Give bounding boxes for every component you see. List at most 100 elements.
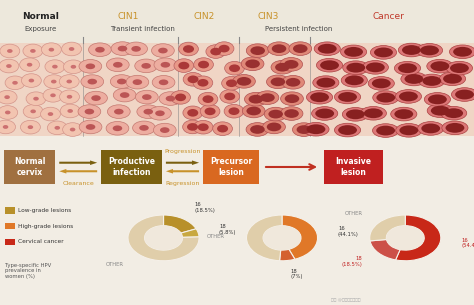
Ellipse shape xyxy=(7,49,13,53)
Ellipse shape xyxy=(245,92,267,106)
Ellipse shape xyxy=(242,104,265,118)
Ellipse shape xyxy=(442,121,468,135)
Ellipse shape xyxy=(111,42,134,56)
Text: Regression: Regression xyxy=(165,181,200,186)
Ellipse shape xyxy=(26,92,46,106)
Ellipse shape xyxy=(107,58,129,72)
Ellipse shape xyxy=(399,92,418,101)
Ellipse shape xyxy=(60,90,80,104)
Ellipse shape xyxy=(144,109,153,115)
Text: OTHER: OTHER xyxy=(106,262,124,267)
Ellipse shape xyxy=(4,95,10,99)
Text: Normal: Normal xyxy=(22,12,59,21)
Ellipse shape xyxy=(455,90,474,99)
Wedge shape xyxy=(282,215,318,259)
Bar xyxy=(5,207,15,214)
Ellipse shape xyxy=(342,107,368,121)
Text: High-grade lesions: High-grade lesions xyxy=(18,224,73,228)
Ellipse shape xyxy=(70,127,75,131)
Ellipse shape xyxy=(3,125,9,129)
Text: Precursor
lesion: Precursor lesion xyxy=(210,157,252,177)
Ellipse shape xyxy=(297,125,311,134)
Ellipse shape xyxy=(346,63,365,73)
Ellipse shape xyxy=(23,105,43,118)
Ellipse shape xyxy=(318,44,337,54)
Ellipse shape xyxy=(193,76,213,90)
Ellipse shape xyxy=(233,74,255,88)
Ellipse shape xyxy=(5,110,10,114)
Wedge shape xyxy=(370,215,405,241)
Ellipse shape xyxy=(250,46,265,55)
Polygon shape xyxy=(166,160,199,165)
Ellipse shape xyxy=(106,121,129,135)
Ellipse shape xyxy=(398,63,417,73)
Ellipse shape xyxy=(47,121,67,135)
Ellipse shape xyxy=(179,42,199,56)
Ellipse shape xyxy=(402,45,421,55)
Ellipse shape xyxy=(155,110,165,116)
Text: 18
(5.8%): 18 (5.8%) xyxy=(219,224,237,235)
Ellipse shape xyxy=(175,94,186,101)
Ellipse shape xyxy=(368,77,394,90)
Ellipse shape xyxy=(91,95,101,101)
Ellipse shape xyxy=(419,74,445,88)
Ellipse shape xyxy=(289,42,312,56)
Ellipse shape xyxy=(427,59,453,73)
Ellipse shape xyxy=(395,90,421,103)
Ellipse shape xyxy=(260,93,275,102)
Ellipse shape xyxy=(86,124,95,130)
Ellipse shape xyxy=(154,123,176,137)
Text: Cervical cancer: Cervical cancer xyxy=(18,239,64,244)
Ellipse shape xyxy=(205,108,216,115)
Ellipse shape xyxy=(281,92,303,106)
Text: Cancer: Cancer xyxy=(373,12,405,21)
Ellipse shape xyxy=(5,76,25,90)
Bar xyxy=(0,0,474,43)
Ellipse shape xyxy=(0,44,20,58)
Ellipse shape xyxy=(198,92,218,106)
Ellipse shape xyxy=(88,79,97,84)
Ellipse shape xyxy=(89,43,111,56)
Ellipse shape xyxy=(135,59,157,73)
Ellipse shape xyxy=(443,74,462,84)
Ellipse shape xyxy=(30,109,36,113)
Ellipse shape xyxy=(206,45,226,58)
Ellipse shape xyxy=(117,79,127,84)
Ellipse shape xyxy=(63,123,82,136)
Ellipse shape xyxy=(428,95,447,104)
Ellipse shape xyxy=(268,110,283,118)
Ellipse shape xyxy=(165,96,175,101)
Ellipse shape xyxy=(268,42,291,56)
Ellipse shape xyxy=(275,63,290,72)
Text: 16
(44.1%): 16 (44.1%) xyxy=(338,226,359,237)
Text: 18
(7%): 18 (7%) xyxy=(291,269,303,279)
Ellipse shape xyxy=(335,90,361,104)
Circle shape xyxy=(145,226,182,250)
Wedge shape xyxy=(246,215,282,261)
Ellipse shape xyxy=(225,61,245,75)
Ellipse shape xyxy=(376,126,395,135)
Ellipse shape xyxy=(346,109,365,119)
Ellipse shape xyxy=(391,107,417,121)
Text: Low-grade lesions: Low-grade lesions xyxy=(18,208,71,213)
Ellipse shape xyxy=(183,106,202,120)
Ellipse shape xyxy=(200,105,220,118)
Ellipse shape xyxy=(64,60,83,74)
Ellipse shape xyxy=(446,123,465,133)
Text: Clearance: Clearance xyxy=(63,181,94,186)
Ellipse shape xyxy=(246,44,269,57)
Ellipse shape xyxy=(66,80,72,83)
Ellipse shape xyxy=(404,74,423,84)
Ellipse shape xyxy=(198,124,209,131)
Ellipse shape xyxy=(113,62,123,68)
Ellipse shape xyxy=(271,60,294,74)
Ellipse shape xyxy=(108,105,130,118)
Ellipse shape xyxy=(285,94,299,103)
Text: 16
(18.5%): 16 (18.5%) xyxy=(195,202,216,213)
Ellipse shape xyxy=(338,92,357,102)
Ellipse shape xyxy=(193,120,213,134)
Ellipse shape xyxy=(41,107,61,121)
Ellipse shape xyxy=(187,123,198,131)
Ellipse shape xyxy=(228,107,239,115)
Ellipse shape xyxy=(67,109,73,113)
